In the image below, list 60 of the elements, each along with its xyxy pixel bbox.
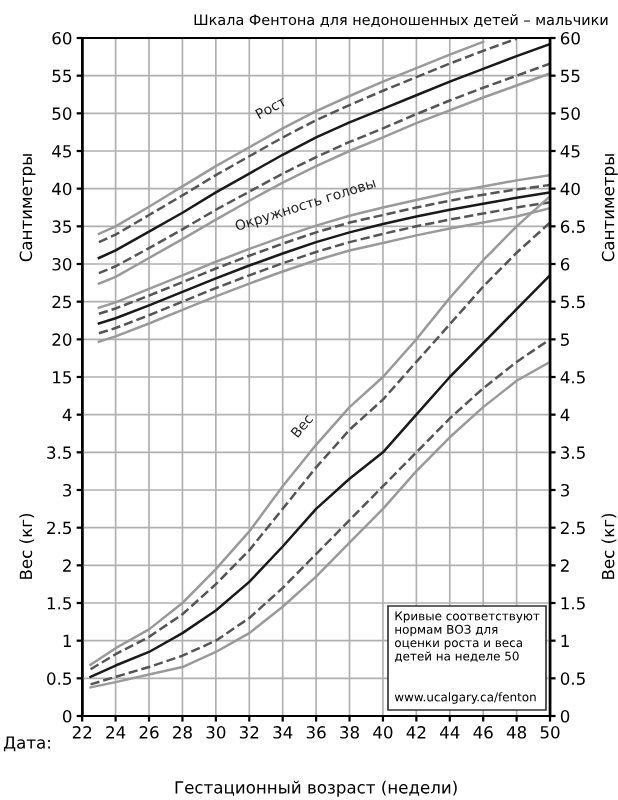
y-tick-label: 20 <box>52 333 72 346</box>
y-tick-label: 55 <box>52 69 72 83</box>
y2-tick-label: 6.5 <box>560 220 585 233</box>
y-tick-label: 4 <box>62 408 72 421</box>
x-tick-label: 22 <box>72 726 92 739</box>
x-tick-label: 26 <box>139 726 159 739</box>
y2-tick-label: 1.5 <box>561 597 585 610</box>
x-tick-label: 46 <box>473 726 493 739</box>
y-tick-label: 35 <box>52 220 72 233</box>
y-tick-label: 30 <box>52 257 72 271</box>
x-tick-label: 34 <box>273 726 293 739</box>
y2-tick-label: 6 <box>560 257 570 271</box>
y-tick-label: 0 <box>62 709 72 723</box>
x-tick-label: 40 <box>373 726 393 739</box>
x-tick-label: 36 <box>306 726 326 739</box>
y-tick-label: 2 <box>63 559 71 572</box>
y-tick-label: 40 <box>52 182 72 196</box>
x-tick-label: 50 <box>540 726 560 739</box>
x-tick-label: 28 <box>173 726 192 739</box>
x-tick-label: 30 <box>206 726 226 739</box>
y-tick-label: 45 <box>52 145 72 158</box>
y2-tick-label: 40 <box>560 182 580 196</box>
y2-tick-label: 5.5 <box>561 295 585 309</box>
x-tick-label: 24 <box>106 726 126 739</box>
x-axis-title: Гестационный возраст (недели) <box>175 780 457 797</box>
y2-axis-title: Сантиметры <box>601 154 618 262</box>
y2-tick-label: 1 <box>561 634 569 647</box>
x-tick-label: 38 <box>340 726 359 739</box>
y2-tick-label: 45 <box>560 145 580 158</box>
y2-tick-label: 60 <box>560 31 580 45</box>
y2-tick-label: 3 <box>561 483 570 497</box>
y2-tick-label: 55 <box>561 69 580 83</box>
y-tick-label: 1 <box>63 634 71 647</box>
y-tick-label: 50 <box>52 107 72 120</box>
y2-tick-label: 50 <box>561 107 580 120</box>
x-tick-label: 32 <box>239 726 259 739</box>
y2-tick-label: 4.5 <box>560 371 585 384</box>
text: Дата: <box>3 736 50 752</box>
y2-tick-label: 0.5 <box>560 672 585 685</box>
y2-tick-label: 3.5 <box>561 446 585 459</box>
y-axis-title: Вес (кг) <box>19 513 35 579</box>
line-series <box>97 42 551 260</box>
y-tick-label: 1.5 <box>47 597 72 610</box>
y-tick-label: 3.5 <box>47 446 72 459</box>
y2-axis-title: Вес (кг) <box>601 513 617 579</box>
y-tick-label: 2.5 <box>47 521 72 535</box>
y-tick-label: 15 <box>53 371 72 384</box>
x-tick-label: 42 <box>406 726 426 739</box>
y-axis-title: Сантиметры <box>19 154 36 262</box>
x-tick-label: 48 <box>506 726 527 739</box>
y2-tick-label: 5 <box>561 333 569 346</box>
y2-tick-label: 4 <box>560 408 570 421</box>
y-tick-label: 60 <box>52 31 72 45</box>
x-tick-label: 44 <box>439 726 460 739</box>
y-tick-label: 3 <box>63 483 72 497</box>
y2-tick-label: 2 <box>560 559 569 572</box>
y2-tick-label: 0 <box>560 709 570 723</box>
y2-tick-label: 2.5 <box>560 521 585 535</box>
y-tick-label: 25 <box>52 295 72 309</box>
y-tick-label: 0.5 <box>47 672 72 685</box>
